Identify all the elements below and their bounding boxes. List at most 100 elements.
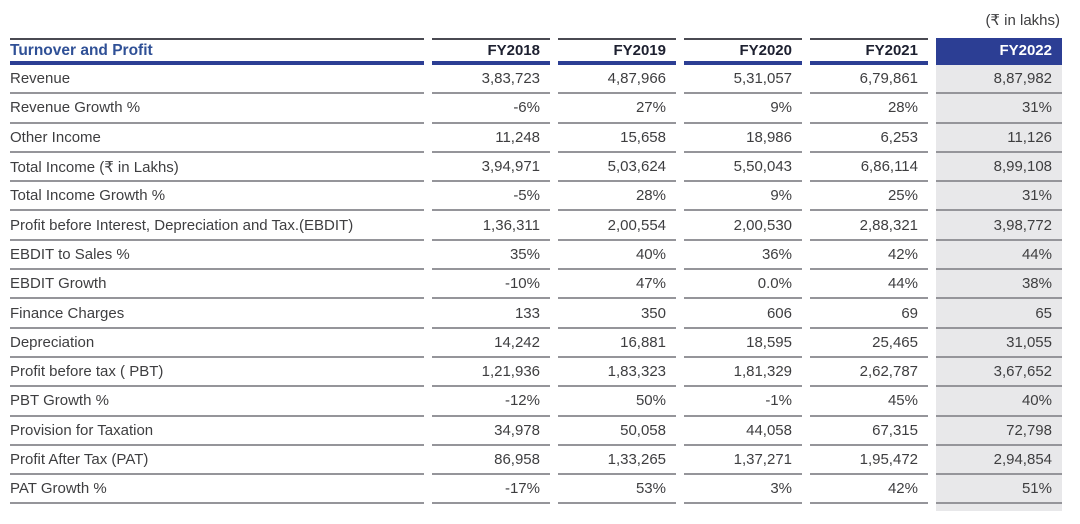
turnover-profit-table: Turnover and Profit FY2018 FY2019 FY2020… <box>10 38 1062 512</box>
value-cell: 38% <box>936 270 1062 300</box>
value-cell: 51% <box>936 475 1062 505</box>
value-cell: 72,798 <box>936 416 1062 446</box>
value-cell: 27% <box>558 94 676 124</box>
value-cell: 1,36,311 <box>432 211 550 241</box>
value-cell: 42% <box>810 241 928 271</box>
column-header-fy2020: FY2020 <box>684 38 802 65</box>
table-grid: Turnover and Profit FY2018 FY2019 FY2020… <box>10 38 1062 505</box>
value-cell: -12% <box>432 387 550 417</box>
value-cell: 31% <box>936 94 1062 124</box>
value-cell: 42% <box>810 475 928 505</box>
value-cell: 28% <box>810 94 928 124</box>
value-cell: 28% <box>558 182 676 212</box>
row-label: Revenue Growth % <box>10 94 424 124</box>
table-title: Turnover and Profit <box>10 38 424 65</box>
row-label: EBDIT to Sales % <box>10 241 424 271</box>
value-cell: 5,50,043 <box>684 153 802 183</box>
value-cell: 40% <box>936 387 1062 417</box>
value-cell: 8,99,108 <box>936 152 1062 183</box>
value-cell: 47% <box>558 270 676 300</box>
column-header-fy2018: FY2018 <box>432 38 550 65</box>
column-header-fy2022-highlighted: FY2022 <box>936 38 1062 65</box>
value-cell: 50% <box>558 387 676 417</box>
value-cell: 35% <box>432 241 550 271</box>
value-cell: 1,83,323 <box>558 358 676 388</box>
value-cell: 9% <box>684 94 802 124</box>
value-cell: 45% <box>810 387 928 417</box>
value-cell: 1,21,936 <box>432 358 550 388</box>
value-cell: 133 <box>432 299 550 329</box>
value-cell: 2,94,854 <box>936 445 1062 476</box>
value-cell: 1,37,271 <box>684 446 802 476</box>
highlight-column-tail <box>936 504 1062 512</box>
value-cell: 34,978 <box>432 417 550 446</box>
value-cell: 2,00,530 <box>684 211 802 241</box>
value-cell: 3,98,772 <box>936 211 1062 241</box>
value-cell: 44% <box>936 240 1062 271</box>
value-cell: -17% <box>432 475 550 505</box>
value-cell: -10% <box>432 270 550 300</box>
value-cell: 16,881 <box>558 329 676 358</box>
value-cell: 2,00,554 <box>558 211 676 241</box>
value-cell: 8,87,982 <box>936 65 1062 95</box>
value-cell: 18,595 <box>684 329 802 358</box>
row-label: Depreciation <box>10 329 424 358</box>
value-cell: 14,242 <box>432 329 550 358</box>
value-cell: 1,95,472 <box>810 446 928 476</box>
value-cell: 3,83,723 <box>432 65 550 95</box>
value-cell: 25,465 <box>810 329 928 358</box>
row-label: PAT Growth % <box>10 475 424 505</box>
value-cell: 44,058 <box>684 417 802 446</box>
column-header-fy2021: FY2021 <box>810 38 928 65</box>
value-cell: 1,33,265 <box>558 446 676 476</box>
value-cell: 4,87,966 <box>558 65 676 95</box>
value-cell: 69 <box>810 299 928 329</box>
value-cell: 6,86,114 <box>810 153 928 183</box>
value-cell: 65 <box>936 299 1062 329</box>
value-cell: 67,315 <box>810 417 928 446</box>
value-cell: 5,31,057 <box>684 65 802 95</box>
row-label: Revenue <box>10 65 424 95</box>
value-cell: 5,03,624 <box>558 153 676 183</box>
value-cell: 36% <box>684 241 802 271</box>
row-label: EBDIT Growth <box>10 270 424 300</box>
value-cell: 1,81,329 <box>684 358 802 388</box>
value-cell: 25% <box>810 182 928 212</box>
value-cell: 3% <box>684 475 802 505</box>
value-cell: 86,958 <box>432 446 550 476</box>
row-label: Profit before Interest, Depreciation and… <box>10 211 424 241</box>
value-cell: 44% <box>810 270 928 300</box>
value-cell: 18,986 <box>684 124 802 153</box>
row-label: Finance Charges <box>10 299 424 329</box>
row-label: Provision for Taxation <box>10 417 424 446</box>
value-cell: 6,253 <box>810 124 928 153</box>
row-label: Profit before tax ( PBT) <box>10 358 424 388</box>
value-cell: 2,88,321 <box>810 211 928 241</box>
value-cell: 0.0% <box>684 270 802 300</box>
value-cell: -1% <box>684 387 802 417</box>
row-label: Profit After Tax (PAT) <box>10 446 424 476</box>
column-header-fy2019: FY2019 <box>558 38 676 65</box>
row-label: PBT Growth % <box>10 387 424 417</box>
row-label: Total Income Growth % <box>10 182 424 212</box>
row-label: Total Income (₹ in Lakhs) <box>10 153 424 183</box>
value-cell: 350 <box>558 299 676 329</box>
value-cell: 3,67,652 <box>936 357 1062 388</box>
value-cell: 15,658 <box>558 124 676 153</box>
value-cell: -6% <box>432 94 550 124</box>
value-cell: 6,79,861 <box>810 65 928 95</box>
unit-note: (₹ in lakhs) <box>985 12 1060 29</box>
row-label: Other Income <box>10 124 424 153</box>
value-cell: 11,126 <box>936 123 1062 153</box>
value-cell: 11,248 <box>432 124 550 153</box>
value-cell: -5% <box>432 182 550 212</box>
value-cell: 40% <box>558 241 676 271</box>
value-cell: 9% <box>684 182 802 212</box>
value-cell: 31% <box>936 182 1062 212</box>
value-cell: 53% <box>558 475 676 505</box>
value-cell: 50,058 <box>558 417 676 446</box>
value-cell: 606 <box>684 299 802 329</box>
value-cell: 3,94,971 <box>432 153 550 183</box>
value-cell: 2,62,787 <box>810 358 928 388</box>
